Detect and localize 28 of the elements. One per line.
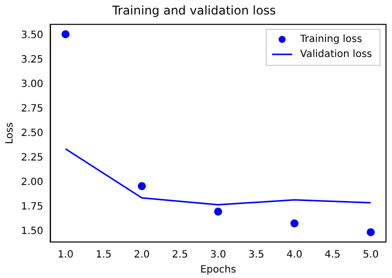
x-tick-label: 1.0 xyxy=(58,250,74,261)
x-axis-title: Epochs xyxy=(200,264,236,276)
point xyxy=(366,228,375,236)
y-axis-title: Loss xyxy=(4,122,16,144)
y-tick-label: 3.25 xyxy=(21,54,44,66)
y-tick-label: 2.25 xyxy=(21,152,44,164)
point xyxy=(214,208,222,216)
x-tick-label: 1.5 xyxy=(96,250,112,261)
x-tick-label: 5.0 xyxy=(362,250,379,261)
y-tick-label: 2.00 xyxy=(21,176,44,188)
x-tick-label: 2.0 xyxy=(134,250,150,261)
y-tick-label: 1.50 xyxy=(21,226,44,237)
x-tick-label: 2.5 xyxy=(172,250,188,261)
chart-title: Training and validation loss xyxy=(111,3,276,18)
x-tick-label: 4.0 xyxy=(286,250,302,261)
x-tick-label: 4.5 xyxy=(324,250,341,261)
y-tick-label: 1.75 xyxy=(21,201,44,212)
y-tick-label: 2.75 xyxy=(21,103,44,114)
legend-label: Validation loss xyxy=(300,48,372,60)
y-tick-label: 3.00 xyxy=(21,78,44,90)
x-tick-label: 3.0 xyxy=(210,250,226,261)
x-tick-label: 3.5 xyxy=(248,250,264,261)
y-tick-label: 3.50 xyxy=(21,30,44,41)
point xyxy=(290,219,298,228)
legend-label: Training loss xyxy=(299,34,362,45)
y-tick-label: 2.50 xyxy=(21,128,44,139)
point xyxy=(62,30,70,38)
point xyxy=(138,182,146,190)
